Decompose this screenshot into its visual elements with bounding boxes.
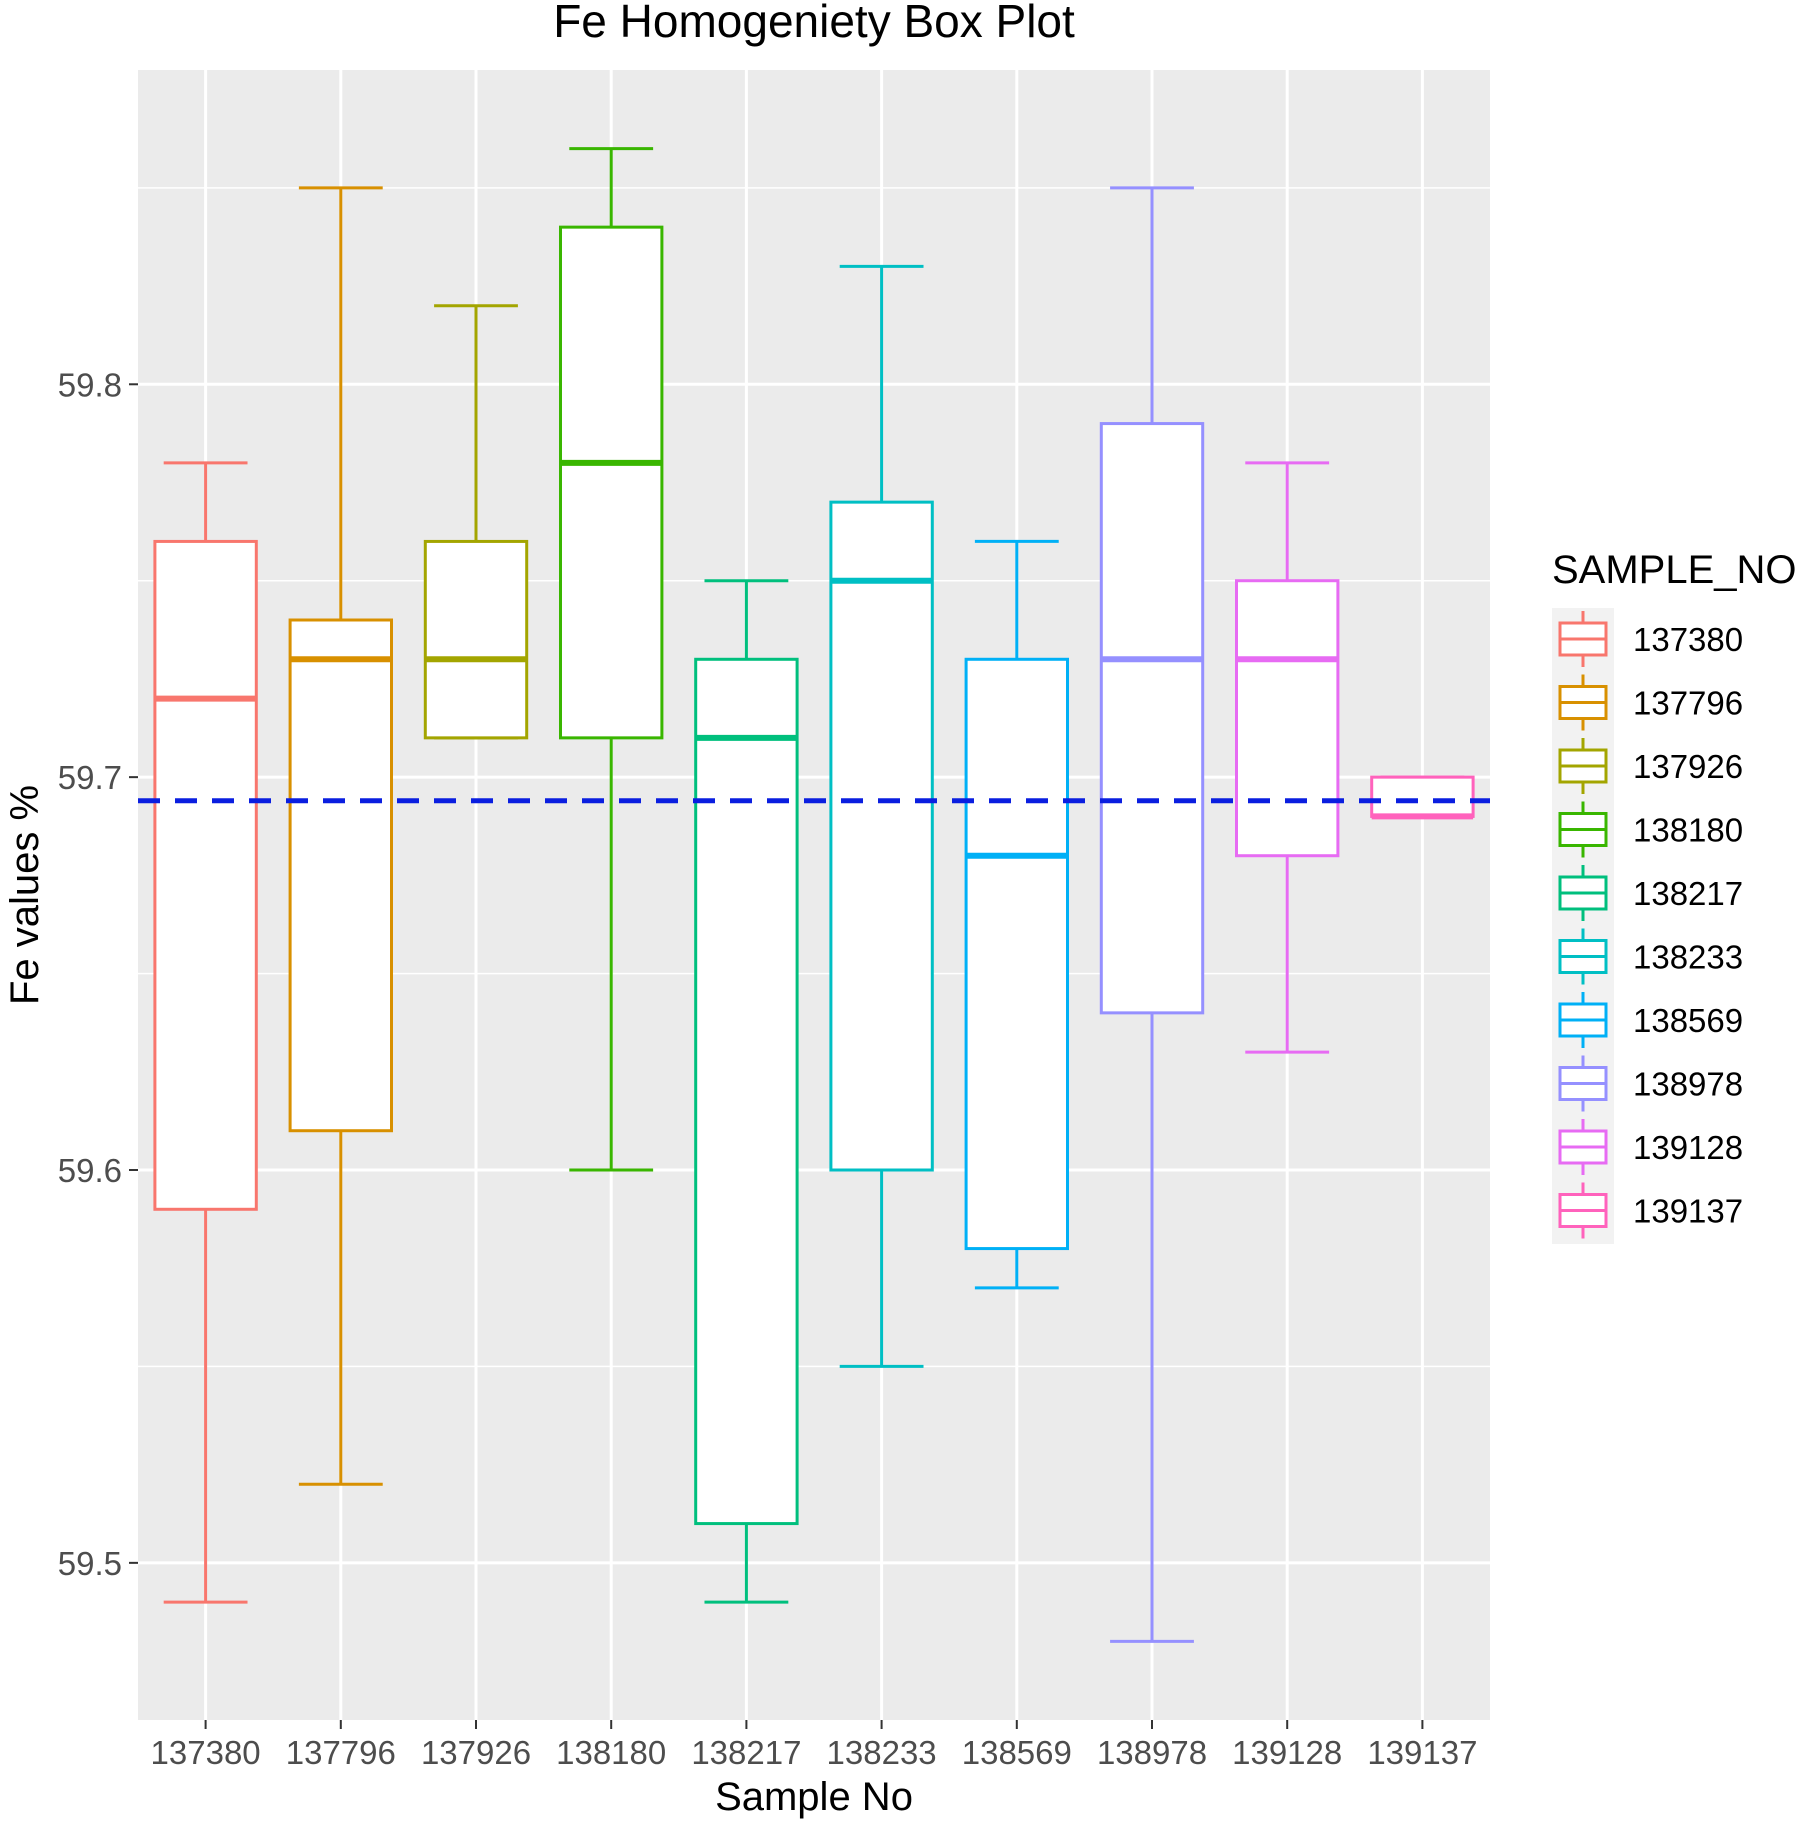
chart-title: Fe Homogeniety Box Plot (553, 0, 1075, 47)
x-axis-title: Sample No (715, 1775, 913, 1819)
legend-label: 137926 (1633, 748, 1743, 785)
legend-title: SAMPLE_NO (1552, 548, 1797, 592)
legend-label: 139137 (1633, 1193, 1743, 1230)
box-137796 (288, 186, 394, 1486)
legend-item-137926: 137926 (1558, 738, 1743, 794)
iqr-box (829, 500, 934, 1172)
x-tick-label: 137926 (421, 1734, 531, 1771)
x-tick-label: 138233 (827, 1734, 937, 1771)
legend-label: 138978 (1633, 1066, 1743, 1103)
box-138217 (694, 579, 799, 1604)
legend-label: 137380 (1633, 621, 1743, 658)
x-axis-ticks: 137380 137796 137926 138180 138217 138233 1385… (151, 1720, 1477, 1771)
box-139128 (1235, 461, 1340, 1054)
box-138180 (559, 147, 664, 1172)
y-tick-label: 59.7 (58, 759, 122, 796)
legend-item-137796: 137796 (1558, 674, 1743, 731)
legend-item-139128: 139128 (1558, 1119, 1743, 1175)
box-137926 (423, 304, 529, 740)
y-tick-label: 59.6 (58, 1152, 122, 1189)
iqr-box (288, 618, 394, 1133)
iqr-box (153, 539, 258, 1211)
legend-label: 139128 (1633, 1129, 1743, 1166)
box-139137 (1370, 775, 1475, 820)
legend-label: 138180 (1633, 812, 1743, 849)
box-137380 (153, 461, 258, 1604)
iqr-box (1099, 422, 1205, 1015)
x-tick-label: 138978 (1097, 1734, 1207, 1771)
x-tick-label: 138569 (962, 1734, 1072, 1771)
legend-item-138233: 138233 (1558, 928, 1743, 985)
legend-label: 138233 (1633, 939, 1743, 976)
legend-label: 137796 (1633, 685, 1743, 722)
boxes (153, 147, 1475, 1643)
y-tick-label: 59.8 (58, 366, 122, 403)
legend-item-137380: 137380 (1558, 611, 1743, 667)
box-138569 (964, 539, 1069, 1290)
legend-label: 138569 (1633, 1002, 1743, 1039)
legend: SAMPLE_NO 137380 137796 137926 138180 138217… (1552, 548, 1797, 1244)
x-tick-label: 139137 (1367, 1734, 1477, 1771)
legend-item-138217: 138217 (1558, 865, 1743, 921)
legend-item-138569: 138569 (1558, 992, 1743, 1048)
iqr-box (1235, 579, 1340, 858)
iqr-box (1370, 775, 1475, 818)
iqr-box (694, 657, 799, 1526)
x-tick-label: 137796 (286, 1734, 396, 1771)
x-tick-label: 138217 (691, 1734, 801, 1771)
legend-item-138180: 138180 (1558, 801, 1743, 858)
iqr-box (559, 225, 664, 740)
legend-item-139137: 139137 (1558, 1182, 1743, 1239)
iqr-box (964, 657, 1069, 1251)
legend-label: 138217 (1633, 875, 1743, 912)
y-tick-label: 59.5 (58, 1545, 122, 1582)
box-138978 (1099, 186, 1205, 1643)
y-axis-title: Fe values % (3, 785, 47, 1005)
x-tick-label: 137380 (151, 1734, 261, 1771)
box-138233 (829, 264, 934, 1368)
x-tick-label: 138180 (556, 1734, 666, 1771)
legend-item-138978: 138978 (1558, 1055, 1743, 1112)
iqr-box (423, 539, 529, 740)
x-tick-label: 139128 (1232, 1734, 1342, 1771)
y-axis-ticks: 59.5 59.6 59.7 59.8 (58, 366, 138, 1582)
